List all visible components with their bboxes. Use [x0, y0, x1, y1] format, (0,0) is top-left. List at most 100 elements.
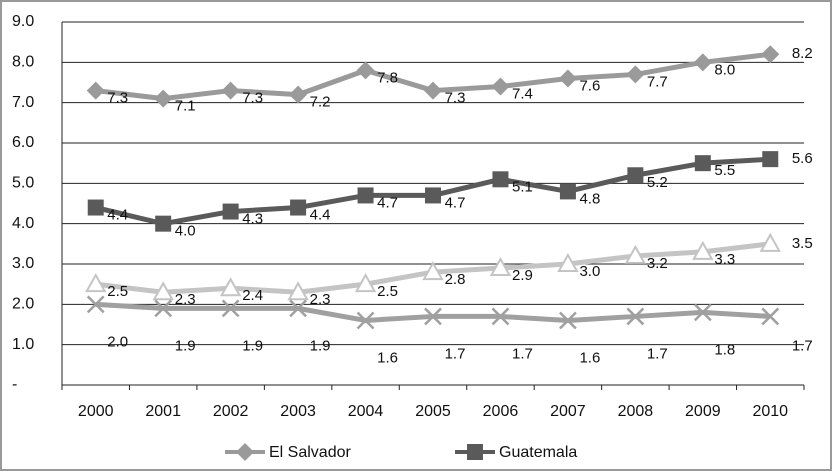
data-label: 7.2 [310, 94, 331, 111]
data-point [692, 240, 714, 260]
y-tick-label: 3.0 [12, 255, 34, 272]
data-point [492, 171, 509, 188]
data-point [624, 244, 647, 264]
x-tick-label: 2002 [213, 403, 249, 420]
data-point [559, 183, 576, 200]
data-label: 7.6 [579, 77, 600, 94]
data-point [761, 307, 780, 326]
data-label: 4.8 [579, 190, 600, 207]
data-label: 1.6 [377, 349, 398, 366]
data-label: 2.5 [377, 283, 398, 300]
data-point [357, 187, 374, 204]
data-label: 7.7 [647, 73, 668, 90]
x-tick-label: 2006 [483, 403, 519, 420]
data-label: 2.9 [512, 267, 533, 284]
data-label: 1.7 [512, 345, 533, 362]
data-label: 7.3 [242, 90, 263, 107]
data-label: 7.3 [107, 90, 128, 107]
data-point [155, 215, 172, 232]
data-point [289, 299, 307, 318]
legend-label: Guatemala [499, 444, 577, 461]
data-point [219, 277, 242, 297]
data-point [559, 311, 577, 330]
data-label: 7.1 [175, 98, 196, 115]
y-tick-label: 6.0 [12, 134, 34, 151]
data-label: 2.3 [175, 291, 196, 308]
legend-label: El Salvador [269, 444, 351, 461]
data-label: 3.2 [647, 255, 668, 272]
data-label: 1.9 [242, 337, 263, 354]
data-label: 5.1 [512, 178, 533, 195]
data-point [86, 81, 105, 100]
x-tick-label: 2003 [280, 403, 316, 420]
data-label: 4.0 [175, 223, 196, 240]
data-point [85, 273, 107, 293]
legend-marker [236, 443, 254, 461]
data-label: 7.3 [445, 90, 466, 107]
data-point [287, 281, 309, 301]
data-point [627, 167, 644, 184]
data-point [694, 155, 711, 172]
data-label: 2.5 [107, 283, 128, 300]
data-label: 1.7 [792, 337, 813, 354]
x-tick-label: 2005 [415, 403, 451, 420]
y-tick-label: 7.0 [12, 94, 34, 111]
data-label: 3.5 [792, 235, 813, 252]
data-point [221, 299, 240, 318]
data-point [354, 273, 377, 293]
data-point [424, 307, 442, 326]
data-label: 5.5 [714, 162, 735, 179]
data-point [290, 199, 307, 216]
data-point [424, 81, 442, 100]
x-tick-label: 2010 [752, 403, 788, 420]
data-label: 1.6 [579, 349, 600, 366]
data-point [356, 311, 375, 330]
y-tick-label: - [12, 376, 17, 393]
data-label: 5.6 [792, 150, 813, 167]
data-label: 1.9 [175, 337, 196, 354]
data-label: 4.7 [377, 194, 398, 211]
data-label: 2.8 [445, 271, 466, 288]
data-label: 2.3 [310, 291, 331, 308]
y-tick-label: 4.0 [12, 215, 34, 232]
data-label: 7.4 [512, 86, 533, 103]
data-point [759, 232, 781, 252]
data-point [152, 281, 174, 301]
x-tick-label: 2004 [348, 403, 384, 420]
y-tick-label: 5.0 [12, 175, 34, 192]
x-tick-label: 2008 [618, 403, 654, 420]
data-point [422, 261, 444, 281]
data-point [356, 61, 375, 80]
data-label: 1.7 [647, 345, 668, 362]
data-point [557, 252, 579, 272]
data-point [86, 295, 105, 314]
data-point [693, 303, 712, 322]
data-label: 3.0 [579, 263, 600, 280]
data-point [489, 256, 512, 277]
data-label: 5.2 [647, 174, 668, 191]
x-tick-label: 2009 [685, 403, 721, 420]
data-label: 4.3 [242, 211, 263, 228]
data-point [289, 85, 308, 104]
data-point [87, 199, 104, 216]
y-tick-label: 2.0 [12, 296, 34, 313]
data-point [693, 53, 712, 72]
data-point [558, 69, 577, 88]
data-label: 1.9 [310, 337, 331, 354]
y-tick-label: 9.0 [12, 13, 34, 30]
data-point [221, 81, 240, 100]
data-label: 4.4 [310, 207, 331, 224]
y-tick-label: 8.0 [12, 54, 34, 71]
data-point [154, 299, 173, 318]
data-label: 1.7 [445, 345, 466, 362]
x-tick-label: 2001 [145, 403, 181, 420]
data-point [222, 203, 239, 220]
x-tick-label: 2007 [550, 403, 586, 420]
x-tick-label: 2000 [78, 403, 114, 420]
data-label: 1.8 [714, 341, 735, 358]
y-tick-label: 1.0 [12, 336, 34, 353]
data-label: 8.0 [714, 61, 735, 78]
legend-marker [467, 444, 483, 460]
